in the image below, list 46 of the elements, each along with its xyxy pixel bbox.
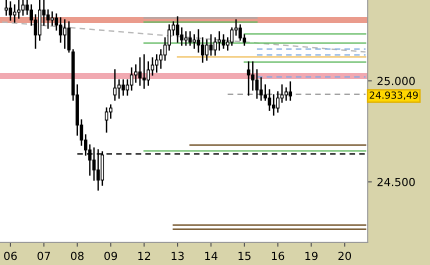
y-tick-label: 25.000 (377, 76, 415, 86)
x-tick-label: 08 (70, 252, 84, 260)
candlestick (67, 21, 71, 53)
x-tick-label: 13 (172, 252, 184, 260)
candlestick (63, 19, 66, 49)
candlestick (255, 69, 259, 99)
candlestick (8, 1, 12, 21)
candlestick (222, 34, 226, 49)
x-tick-label: 20 (338, 252, 352, 260)
candlestick (196, 29, 200, 53)
candlestick (130, 67, 134, 91)
candlestick (176, 16, 180, 43)
x-tick-label: 06 (4, 252, 17, 260)
candlestick (284, 87, 288, 101)
candlestick (209, 34, 213, 56)
candlestick (268, 89, 272, 111)
candlestick (200, 37, 204, 63)
candlestick (188, 31, 192, 46)
candlestick (138, 57, 142, 86)
y-tick-label: 24.500 (377, 178, 415, 186)
candlestick (50, 11, 54, 26)
candlestick (104, 107, 108, 133)
candlestick (184, 31, 188, 46)
x-tick-label: 09 (104, 252, 117, 260)
text: 24.933,49 (370, 91, 418, 100)
candlestick (276, 91, 280, 113)
candlestick (109, 104, 112, 119)
candlestick (12, 4, 16, 23)
x-tick-label: 12 (138, 252, 150, 260)
candlestick (288, 81, 292, 101)
candlestick (113, 69, 117, 101)
candlestick (246, 61, 250, 96)
candlestick (259, 77, 263, 101)
candlestick (192, 34, 196, 49)
candlestick (46, 9, 50, 29)
x-tick-label: 07 (38, 252, 50, 260)
x-tick-label: 14 (205, 252, 218, 260)
x-tick-label: 16 (272, 252, 284, 260)
x-tick-label: 15 (238, 252, 250, 260)
candlestick (205, 39, 208, 61)
candlestick (272, 94, 276, 116)
candlestick (122, 79, 125, 96)
candlestick (58, 17, 62, 43)
candlestick (117, 79, 121, 99)
candlestick (142, 54, 146, 89)
x-tick-label: 19 (305, 252, 318, 260)
